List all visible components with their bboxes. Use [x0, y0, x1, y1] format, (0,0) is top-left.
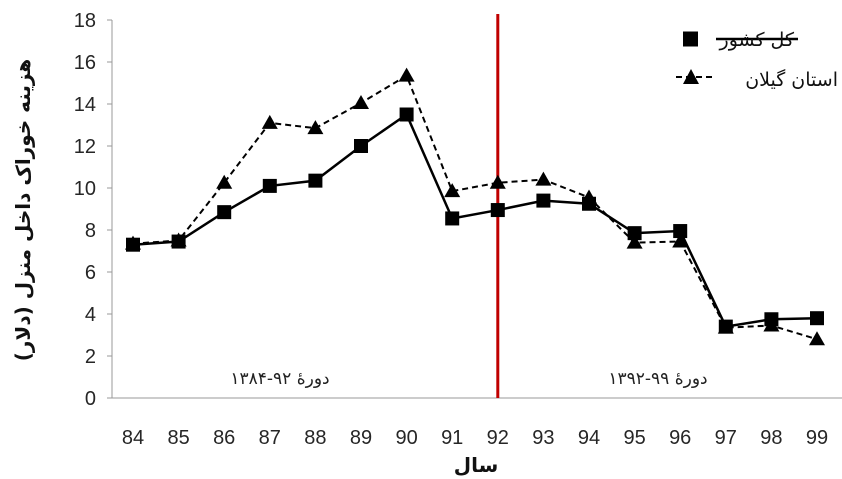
- period-annotation-left: دورۀ ۹۲-۱۳۸۴: [230, 369, 329, 389]
- legend-item-gilan: استان گیلان: [676, 68, 838, 91]
- y-tick-labels: 0 2 4 6 8 10 12 14 16 18: [74, 10, 112, 410]
- data-point-triangle: [444, 183, 461, 198]
- x-tick-label: 93: [532, 427, 554, 449]
- data-point-triangle: [535, 171, 552, 186]
- y-axis-title: هزینه خوراک داخل منزل (دلار): [11, 59, 35, 361]
- data-point-square: [399, 107, 414, 122]
- axes: [111, 20, 842, 399]
- y-tick-label: 4: [85, 304, 96, 326]
- x-tick-label: 85: [167, 427, 189, 449]
- x-tick-label: 96: [669, 427, 691, 449]
- data-point-triangle: [489, 174, 506, 189]
- data-point-triangle: [170, 232, 187, 247]
- x-tick-label: 97: [715, 427, 737, 449]
- legend-marker-square: [683, 31, 698, 47]
- y-tick-label: 18: [74, 10, 96, 32]
- data-point-triangle: [398, 67, 415, 82]
- data-point-square: [673, 224, 688, 239]
- series-line: [132, 112, 818, 328]
- legend-label-country: کل کشور: [719, 29, 795, 51]
- data-point-square: [490, 203, 505, 218]
- x-tick-label: 95: [623, 427, 645, 449]
- x-tick-label: 90: [395, 427, 417, 449]
- x-axis-title: سال: [454, 453, 499, 477]
- x-tick-label: 92: [487, 427, 509, 449]
- x-tick-label: 91: [441, 427, 463, 449]
- legend: کل کشور استان گیلان: [676, 29, 838, 91]
- data-point-triangle: [216, 174, 233, 189]
- data-point-triangle: [672, 233, 689, 248]
- period-annotation-right: دورۀ ۹۹-۱۳۹۲: [608, 369, 707, 389]
- y-tick-label: 14: [74, 94, 96, 116]
- x-tick-label: 86: [213, 427, 235, 449]
- y-tick-label: 16: [74, 52, 96, 74]
- y-tick-label: 6: [85, 262, 96, 284]
- y-tick-label: 12: [74, 136, 96, 158]
- data-point-square: [354, 139, 368, 153]
- data-point-square: [627, 226, 642, 241]
- x-tick-label: 88: [304, 427, 326, 449]
- y-tick-label: 0: [85, 388, 96, 410]
- data-point-triangle: [353, 94, 369, 109]
- x-tick-label: 89: [350, 427, 372, 449]
- series-gilan: [125, 67, 825, 346]
- data-point-triangle: [763, 317, 780, 332]
- data-point-square: [217, 205, 232, 220]
- data-point-square: [308, 173, 323, 188]
- data-point-triangle: [626, 234, 643, 249]
- data-point-triangle: [717, 319, 734, 334]
- data-point-square: [445, 211, 460, 226]
- series-country: [126, 107, 824, 334]
- legend-marker-triangle: [683, 69, 699, 84]
- x-tick-label: 87: [259, 427, 281, 449]
- legend-item-country: کل کشور: [683, 29, 798, 51]
- data-point-triangle: [581, 189, 597, 204]
- series-layer: [125, 67, 825, 346]
- x-tick-label: 98: [760, 427, 782, 449]
- legend-label-gilan: استان گیلان: [745, 68, 838, 91]
- x-tick-labels: 84 85 86 87 88 89 90 91 92 93 94 95 96 97 98 99: [122, 427, 828, 449]
- data-point-triangle: [307, 120, 324, 135]
- data-point-square: [810, 311, 824, 326]
- series-line: [132, 74, 818, 341]
- x-tick-label: 99: [806, 427, 828, 449]
- y-tick-label: 10: [74, 178, 96, 200]
- data-point-triangle: [261, 114, 278, 129]
- y-tick-label: 2: [85, 346, 96, 368]
- data-point-square: [262, 178, 277, 193]
- data-point-square: [536, 193, 551, 208]
- x-tick-label: 84: [122, 427, 144, 449]
- data-point-triangle: [809, 331, 825, 346]
- y-tick-label: 8: [85, 220, 96, 242]
- x-tick-label: 94: [578, 427, 600, 449]
- data-point-triangle: [125, 235, 141, 250]
